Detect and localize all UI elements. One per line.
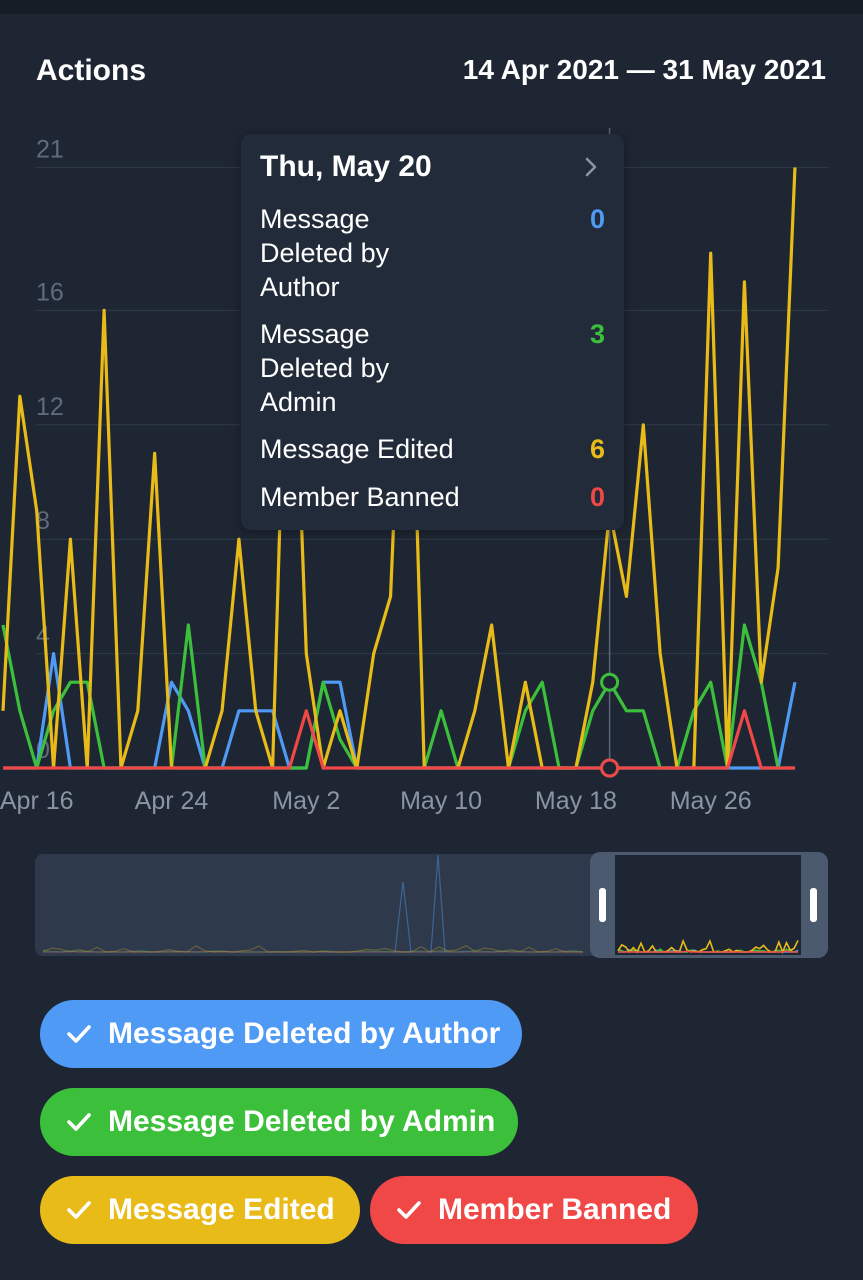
x-tick-label: May 26 <box>670 787 752 815</box>
tooltip-row-label: Message Deleted by Admin <box>260 319 390 417</box>
tooltip-row-label: Message Edited <box>260 434 454 464</box>
legend-label: Message Deleted by Author <box>108 1017 501 1050</box>
chevron-right-icon[interactable] <box>578 154 604 180</box>
data-tooltip[interactable]: Thu, May 20 Message Deleted by Author 0 … <box>241 134 624 530</box>
tooltip-row-deleted-by-author: Message Deleted by Author 0 <box>260 202 605 304</box>
selected-point-marker <box>600 758 620 778</box>
chart-title: Actions <box>36 54 147 87</box>
navigator-history-line <box>43 950 584 953</box>
tooltip-row-value: 0 <box>589 482 605 512</box>
selected-point-marker <box>600 672 620 692</box>
y-tick-label: 8 <box>36 507 50 535</box>
legend-label: Message Deleted by Admin <box>108 1105 496 1138</box>
navigator-right-handle[interactable] <box>810 888 817 922</box>
legend-toggle-deleted-by-author[interactable]: Message Deleted by Author <box>40 1000 522 1068</box>
navigator-history-line <box>43 950 583 953</box>
legend-toggle-member-banned[interactable]: Member Banned <box>370 1176 698 1244</box>
check-icon <box>67 1113 91 1131</box>
legend-label: Message Edited <box>108 1193 335 1226</box>
navigator-series-line <box>618 950 798 953</box>
tooltip-row-value: 6 <box>589 434 605 464</box>
navigator-spike <box>394 881 412 953</box>
top-bar <box>0 0 863 14</box>
navigator-left-handle[interactable] <box>599 888 606 922</box>
tooltip-date: Thu, May 20 <box>260 150 432 183</box>
navigator-selected-mini-chart <box>617 938 799 955</box>
check-icon <box>397 1201 421 1219</box>
tooltip-row-deleted-by-admin: Message Deleted by Admin 3 <box>260 317 605 419</box>
tooltip-row-value: 3 <box>589 319 605 349</box>
tooltip-row-message-edited: Message Edited 6 <box>260 432 605 466</box>
y-tick-label: 16 <box>36 278 64 306</box>
legend-label: Member Banned <box>438 1193 672 1226</box>
y-tick-label: 21 <box>36 135 64 163</box>
navigator-spike <box>430 854 446 953</box>
navigator-mini-chart <box>42 854 584 953</box>
tooltip-row-label: Member Banned <box>260 482 460 512</box>
x-tick-label: May 18 <box>535 787 617 815</box>
legend-toggle-message-edited[interactable]: Message Edited <box>40 1176 360 1244</box>
series-line <box>1 623 795 770</box>
date-range[interactable]: 14 Apr 2021 — 31 May 2021 <box>462 54 826 85</box>
legend-toggle-deleted-by-admin[interactable]: Message Deleted by Admin <box>40 1088 518 1156</box>
check-icon <box>67 1201 91 1219</box>
navigator-history-line <box>42 949 584 953</box>
tooltip-row-label: Message Deleted by Author <box>260 204 390 302</box>
tooltip-row-value: 0 <box>589 204 605 234</box>
navigator-series-line <box>617 938 799 955</box>
range-navigator[interactable] <box>35 852 828 958</box>
tooltip-row-member-banned: Member Banned 0 <box>260 480 605 514</box>
navigator-history-line <box>42 945 583 953</box>
series-line <box>3 709 795 770</box>
check-icon <box>67 1025 91 1043</box>
y-tick-label: 12 <box>36 393 64 421</box>
navigator-window-inner <box>615 855 801 955</box>
x-tick-label: May 2 <box>272 787 340 815</box>
x-tick-label: May 10 <box>400 787 482 815</box>
x-tick-label: Apr 16 <box>0 787 74 815</box>
x-tick-label: Apr 24 <box>135 787 209 815</box>
